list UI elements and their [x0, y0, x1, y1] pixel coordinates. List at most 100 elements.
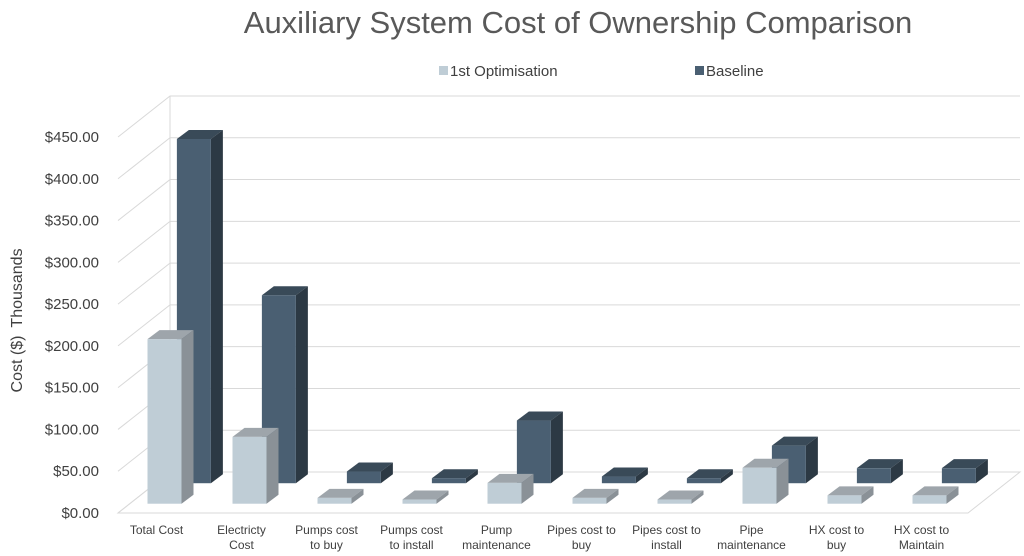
bar-top — [912, 486, 959, 496]
bar-top — [232, 427, 279, 437]
x-tick-label-electricty-cost: Electricty Cost — [217, 523, 266, 552]
bar-side — [946, 486, 959, 504]
bar-front — [402, 499, 437, 504]
bar-front — [912, 495, 947, 504]
x-tick-label-total-cost: Total Cost — [130, 523, 184, 537]
bar-baseline-pumps-cost-to-install — [431, 469, 478, 484]
legend-label-baseline: Baseline — [706, 63, 764, 80]
bar-front — [516, 420, 551, 484]
y-tick-label: $450.00 — [45, 129, 99, 146]
gridline — [117, 95, 1020, 138]
gridline — [117, 262, 1020, 305]
y-tick-label: $400.00 — [45, 171, 99, 188]
bars — [147, 129, 988, 504]
bar-top — [176, 129, 223, 139]
gridline — [117, 179, 1020, 221]
bar-side — [606, 488, 619, 504]
x-tick-label-pumps-cost-to-install: Pumps cost to install — [380, 523, 443, 552]
bar-side — [521, 473, 534, 504]
bar-baseline-pipes-cost-to-buy — [601, 467, 648, 484]
bar-top — [771, 436, 818, 446]
bar-side — [380, 462, 393, 484]
bar-top — [261, 286, 308, 296]
bar-front — [686, 478, 721, 484]
legend-label-1st-optimisation: 1st Optimisation — [450, 63, 558, 80]
bar-front — [346, 471, 381, 484]
bar-top — [147, 330, 194, 340]
y-tick-labels: $0.00 $50.00 $100.00 $150.00 $200.00 $250.00 $… — [45, 129, 99, 522]
bar-top — [487, 473, 534, 483]
bar-top — [941, 459, 988, 469]
bar-top — [402, 490, 449, 500]
bar-side — [776, 458, 789, 504]
y-tick-label: $150.00 — [45, 380, 99, 397]
bar-baseline-pipes-cost-to-install — [686, 469, 733, 484]
bar-baseline-pumps-cost-to-buy — [346, 462, 393, 484]
gridline — [117, 346, 1020, 389]
bar-baseline-hx-cost-to-buy — [856, 459, 903, 484]
bar-front — [856, 468, 891, 484]
x-tick-labels: Total Cost Electricty Cost Pumps cost to buy… — [130, 523, 950, 552]
bar-top — [657, 490, 704, 500]
bar-side — [295, 286, 308, 484]
bar-side — [210, 129, 223, 484]
bar-front — [431, 478, 466, 484]
bar-side — [550, 411, 563, 484]
bar-side — [975, 459, 988, 484]
bar-side — [720, 469, 733, 484]
bar-1st-optimisation-pipes-cost-to-install — [657, 490, 704, 504]
gridline — [117, 387, 1020, 430]
gridline — [117, 304, 1020, 347]
bar-baseline-pump-maintenance — [516, 411, 563, 484]
y-tick-label: $0.00 — [61, 505, 99, 522]
bar-baseline-hx-cost-to-maintain — [941, 459, 988, 484]
y-tick-label: $100.00 — [45, 421, 99, 438]
y-axis-label: Cost ($) — [9, 336, 26, 393]
bar-front — [317, 497, 352, 504]
bar-1st-optimisation-pumps-cost-to-buy — [317, 488, 364, 504]
bar-front — [601, 476, 636, 484]
bar-top — [317, 488, 364, 498]
legend-swatch-1st-optimisation — [439, 66, 448, 75]
bar-top — [516, 411, 563, 421]
x-tick-label-pipe-maintenance: Pipe maintenance — [717, 523, 786, 552]
bar-side — [465, 469, 478, 484]
y-tick-label: $300.00 — [45, 254, 99, 271]
bar-1st-optimisation-hx-cost-to-buy — [827, 486, 874, 504]
bar-top — [346, 462, 393, 472]
gridline — [117, 137, 1020, 180]
bar-side — [691, 490, 704, 504]
x-tick-label-pump-maintenance: Pump maintenance — [462, 523, 531, 552]
bar-side — [861, 486, 874, 504]
bar-1st-optimisation-electricty-cost — [232, 427, 279, 504]
bar-front — [941, 468, 976, 484]
y-axis-units: Thousands — [9, 248, 26, 327]
bar-top — [431, 469, 478, 479]
bar-top — [686, 469, 733, 479]
bar-1st-optimisation-pumps-cost-to-install — [402, 490, 449, 504]
chart-title: Auxiliary System Cost of Ownership Compa… — [244, 5, 912, 40]
legend: 1st Optimisation Baseline — [439, 63, 764, 80]
y-tick-label: $350.00 — [45, 213, 99, 230]
bar-front — [232, 436, 267, 504]
bar-1st-optimisation-pipes-cost-to-buy — [572, 488, 619, 504]
bar-top — [856, 459, 903, 469]
x-tick-label-hx-cost-to-maintain: HX cost to Maintain — [894, 523, 950, 552]
legend-swatch-baseline — [695, 66, 704, 75]
bar-top — [601, 467, 648, 477]
bar-side — [266, 427, 279, 504]
bar-side — [436, 490, 449, 504]
bar-front — [827, 495, 862, 504]
bar-top — [742, 458, 789, 468]
x-tick-label-pumps-cost-to-buy: Pumps cost to buy — [295, 523, 358, 552]
bar-side — [351, 488, 364, 504]
bar-top — [572, 488, 619, 498]
y-tick-label: $250.00 — [45, 296, 99, 313]
bar-1st-optimisation-hx-cost-to-maintain — [912, 486, 959, 504]
bar-side — [181, 330, 194, 504]
bar-1st-optimisation-pipe-maintenance — [742, 458, 789, 504]
gridline — [117, 220, 1020, 263]
bar-side — [805, 436, 818, 484]
bar-front — [487, 482, 522, 504]
